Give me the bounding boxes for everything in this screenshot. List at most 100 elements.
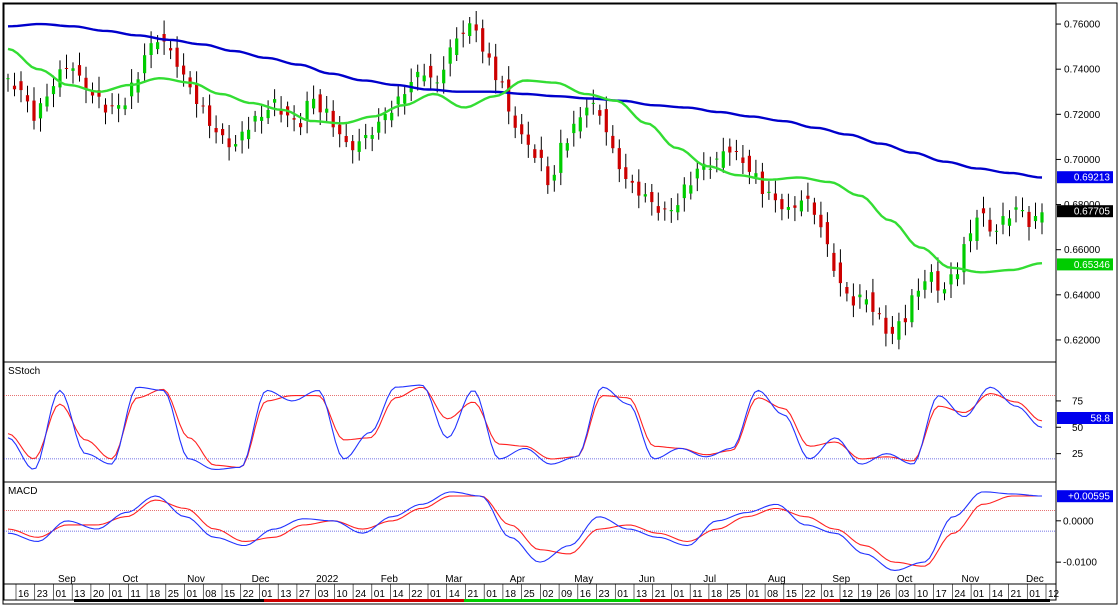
candle-body <box>1033 216 1038 222</box>
candle-body <box>468 23 472 36</box>
last-value-label: 0.67705 <box>1074 207 1111 218</box>
candle-body <box>500 81 504 83</box>
candle-body <box>143 55 147 74</box>
candle-body <box>487 53 491 58</box>
candle-body <box>227 138 231 148</box>
stoch-axis-ticks: 75 50 25 <box>1056 396 1084 460</box>
candle-body <box>214 128 218 133</box>
date-day-label: 14 <box>393 589 405 600</box>
candle-body <box>149 43 153 55</box>
date-day-label: 21 <box>655 589 667 600</box>
candle-body <box>103 104 108 113</box>
date-month-label: Jun <box>639 574 655 585</box>
candle-body <box>273 99 277 103</box>
date-day-label: 25 <box>168 589 180 600</box>
candle-body <box>767 191 771 193</box>
date-day-label: 22 <box>805 589 817 600</box>
candle-body <box>507 79 511 112</box>
date-day-label: 15 <box>786 589 798 600</box>
candle-body <box>929 272 933 282</box>
candle-body <box>442 69 446 84</box>
candle-body <box>338 124 342 135</box>
candle-body <box>598 110 602 116</box>
date-day-label: 01 <box>56 589 68 600</box>
last-value-box <box>1057 490 1113 503</box>
candle-body <box>292 118 296 120</box>
candle-body <box>793 205 797 208</box>
date-day-label: 17 <box>936 589 948 600</box>
date-day-label: 01 <box>617 589 629 600</box>
candle-body <box>676 205 680 213</box>
candle-body <box>780 199 784 210</box>
candle-body <box>637 181 641 196</box>
candle-body <box>845 287 849 294</box>
candle-body <box>1040 212 1044 223</box>
candle-body <box>591 102 595 104</box>
candle-body <box>383 114 387 121</box>
price-candles <box>6 11 1044 350</box>
price-last-labels: 0.69213 0.67705 0.65346 <box>1057 171 1113 271</box>
axis-tick-label: 0.62000 <box>1064 335 1101 346</box>
candle-body <box>643 194 647 197</box>
candle-body <box>90 90 95 96</box>
date-month-label: Sep <box>58 574 76 585</box>
candle-body <box>247 129 251 140</box>
candle-body <box>897 321 901 340</box>
date-day-label: 08 <box>767 589 779 600</box>
candle-body <box>448 47 452 64</box>
candle-body <box>513 115 517 128</box>
candle-body <box>325 108 329 113</box>
candle-body <box>279 109 283 115</box>
candle-body <box>266 110 270 119</box>
candle-body <box>390 112 394 121</box>
moving-average-short <box>7 47 1043 274</box>
candle-body <box>949 274 953 285</box>
candle-body <box>923 281 927 290</box>
candle-body <box>58 69 62 88</box>
last-value-label: 58.8 <box>1091 414 1111 425</box>
candle-body <box>806 195 810 199</box>
candle-body <box>182 65 186 75</box>
candle-body <box>481 28 485 52</box>
date-day-label: 01 <box>112 589 124 600</box>
date-day-label: 12 <box>842 589 854 600</box>
macd-panel <box>3 481 1057 585</box>
date-day-label: 16 <box>18 589 30 600</box>
candle-body <box>825 222 829 245</box>
candle-body <box>890 326 894 334</box>
date-month-label: 2022 <box>316 574 339 585</box>
candle-body <box>832 252 836 271</box>
candle-body <box>429 65 433 78</box>
axis-tick-label: 0.70000 <box>1064 155 1101 166</box>
date-month-label: Feb <box>381 574 399 585</box>
candle-body <box>702 163 706 170</box>
axis-tick-label: 0.76000 <box>1064 20 1101 31</box>
candle-body <box>455 38 459 55</box>
candle-body <box>539 149 543 158</box>
candle-body <box>936 271 940 291</box>
candle-body <box>110 105 114 107</box>
date-day-label: 18 <box>149 589 161 600</box>
date-day-label: 11 <box>692 589 703 600</box>
date-day-label: 03 <box>318 589 330 600</box>
candle-body <box>747 155 751 172</box>
date-day-label: 09 <box>561 589 573 600</box>
axis-tick-label: 0.0000 <box>1063 516 1094 527</box>
candle-body <box>71 68 75 71</box>
date-day-label: 22 <box>411 589 423 600</box>
candle-body <box>552 174 556 181</box>
date-month-label: Dec <box>1026 574 1044 585</box>
candle-body <box>234 144 238 147</box>
candle-body <box>156 42 160 50</box>
candle-body <box>617 148 621 170</box>
last-value-label: 0.69213 <box>1074 173 1111 184</box>
macd-reference-lines <box>4 510 1056 532</box>
candle-body <box>955 274 960 280</box>
candle-body <box>51 86 56 95</box>
candle-body <box>689 185 693 194</box>
candle-body <box>858 294 862 298</box>
candle-body <box>604 109 608 133</box>
candle-body <box>331 110 335 128</box>
candle-body <box>585 107 589 116</box>
date-month-label: May <box>574 574 593 585</box>
